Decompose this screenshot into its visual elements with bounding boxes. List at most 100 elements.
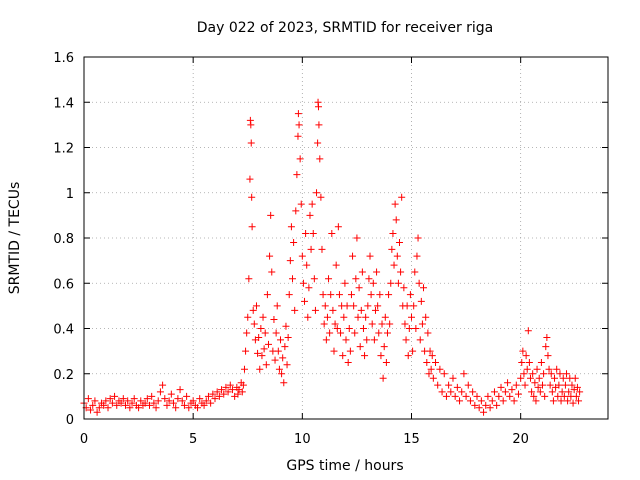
data-point bbox=[141, 399, 149, 407]
data-point bbox=[267, 211, 275, 219]
data-point bbox=[200, 401, 208, 409]
data-point bbox=[398, 193, 406, 201]
data-point bbox=[458, 388, 466, 396]
data-point bbox=[102, 397, 110, 405]
data-point bbox=[124, 397, 132, 405]
data-point bbox=[152, 404, 160, 412]
data-point bbox=[261, 329, 269, 337]
data-point bbox=[375, 329, 383, 337]
data-point bbox=[534, 383, 542, 391]
data-point bbox=[243, 329, 251, 337]
data-point bbox=[445, 381, 453, 389]
data-point bbox=[456, 397, 464, 405]
data-point bbox=[270, 315, 278, 323]
data-point bbox=[317, 193, 325, 201]
y-tick-label: 1 bbox=[66, 187, 74, 202]
data-point bbox=[553, 365, 561, 373]
data-point bbox=[305, 284, 313, 292]
data-point bbox=[202, 397, 210, 405]
data-point bbox=[91, 397, 99, 405]
data-point bbox=[302, 229, 310, 237]
data-point bbox=[268, 268, 276, 276]
data-point bbox=[369, 279, 377, 287]
data-point bbox=[403, 302, 411, 310]
data-point bbox=[560, 392, 568, 400]
data-point bbox=[387, 279, 395, 287]
data-point bbox=[521, 381, 529, 389]
data-point bbox=[390, 261, 398, 269]
data-point bbox=[323, 313, 331, 321]
data-point bbox=[367, 291, 375, 299]
data-point bbox=[255, 334, 263, 342]
data-point bbox=[292, 207, 300, 215]
data-point bbox=[364, 302, 372, 310]
data-point bbox=[522, 352, 530, 360]
data-point bbox=[436, 365, 444, 373]
data-point bbox=[442, 392, 450, 400]
data-point bbox=[319, 291, 327, 299]
data-point bbox=[546, 381, 554, 389]
data-point bbox=[303, 261, 311, 269]
data-point bbox=[108, 399, 116, 407]
data-point bbox=[488, 397, 496, 405]
data-point bbox=[264, 340, 272, 348]
data-point bbox=[425, 370, 433, 378]
data-point bbox=[495, 392, 503, 400]
data-point bbox=[477, 397, 485, 405]
data-point bbox=[432, 358, 440, 366]
data-point bbox=[418, 320, 426, 328]
data-point bbox=[426, 347, 434, 355]
data-point bbox=[449, 374, 457, 382]
data-point bbox=[258, 352, 266, 360]
data-point bbox=[146, 401, 153, 409]
data-point bbox=[343, 302, 351, 310]
data-point bbox=[524, 327, 532, 335]
data-point bbox=[510, 397, 518, 405]
data-point bbox=[170, 399, 178, 407]
plot-frame bbox=[83, 56, 609, 420]
data-point bbox=[370, 336, 378, 344]
data-point bbox=[332, 261, 340, 269]
data-point bbox=[393, 252, 401, 260]
data-point bbox=[218, 386, 226, 394]
data-point bbox=[358, 268, 366, 276]
data-point bbox=[347, 291, 355, 299]
data-point bbox=[174, 395, 182, 403]
data-point bbox=[352, 275, 360, 283]
data-point bbox=[519, 347, 527, 355]
data-point bbox=[499, 397, 507, 405]
data-point bbox=[401, 320, 409, 328]
data-point bbox=[314, 139, 322, 147]
data-point bbox=[272, 329, 280, 337]
data-point bbox=[413, 252, 421, 260]
data-point bbox=[291, 306, 299, 314]
x-tick-label: 15 bbox=[403, 432, 420, 447]
data-point bbox=[512, 381, 520, 389]
data-point bbox=[380, 343, 388, 351]
data-point bbox=[246, 175, 254, 183]
data-point bbox=[397, 268, 405, 276]
data-point bbox=[473, 392, 481, 400]
data-point bbox=[405, 325, 413, 332]
y-tick-label: 1.6 bbox=[53, 51, 74, 66]
data-point bbox=[564, 397, 572, 405]
y-axis-label: SRMTID / TECUs bbox=[7, 182, 23, 295]
data-point bbox=[344, 358, 352, 366]
y-tick-label: 1.4 bbox=[53, 96, 74, 111]
data-point bbox=[250, 320, 258, 328]
data-point bbox=[257, 325, 265, 332]
data-point bbox=[247, 121, 255, 129]
data-point bbox=[366, 252, 374, 260]
data-point bbox=[156, 388, 164, 396]
data-point bbox=[313, 189, 321, 197]
data-point bbox=[572, 392, 580, 400]
data-point bbox=[211, 395, 219, 403]
data-point bbox=[378, 320, 386, 328]
data-point bbox=[119, 395, 127, 403]
data-point bbox=[525, 358, 533, 366]
data-point bbox=[354, 313, 362, 321]
chart-title: Day 022 of 2023, SRMTID for receiver rig… bbox=[197, 20, 494, 36]
data-point bbox=[576, 388, 584, 396]
data-point bbox=[382, 358, 390, 366]
